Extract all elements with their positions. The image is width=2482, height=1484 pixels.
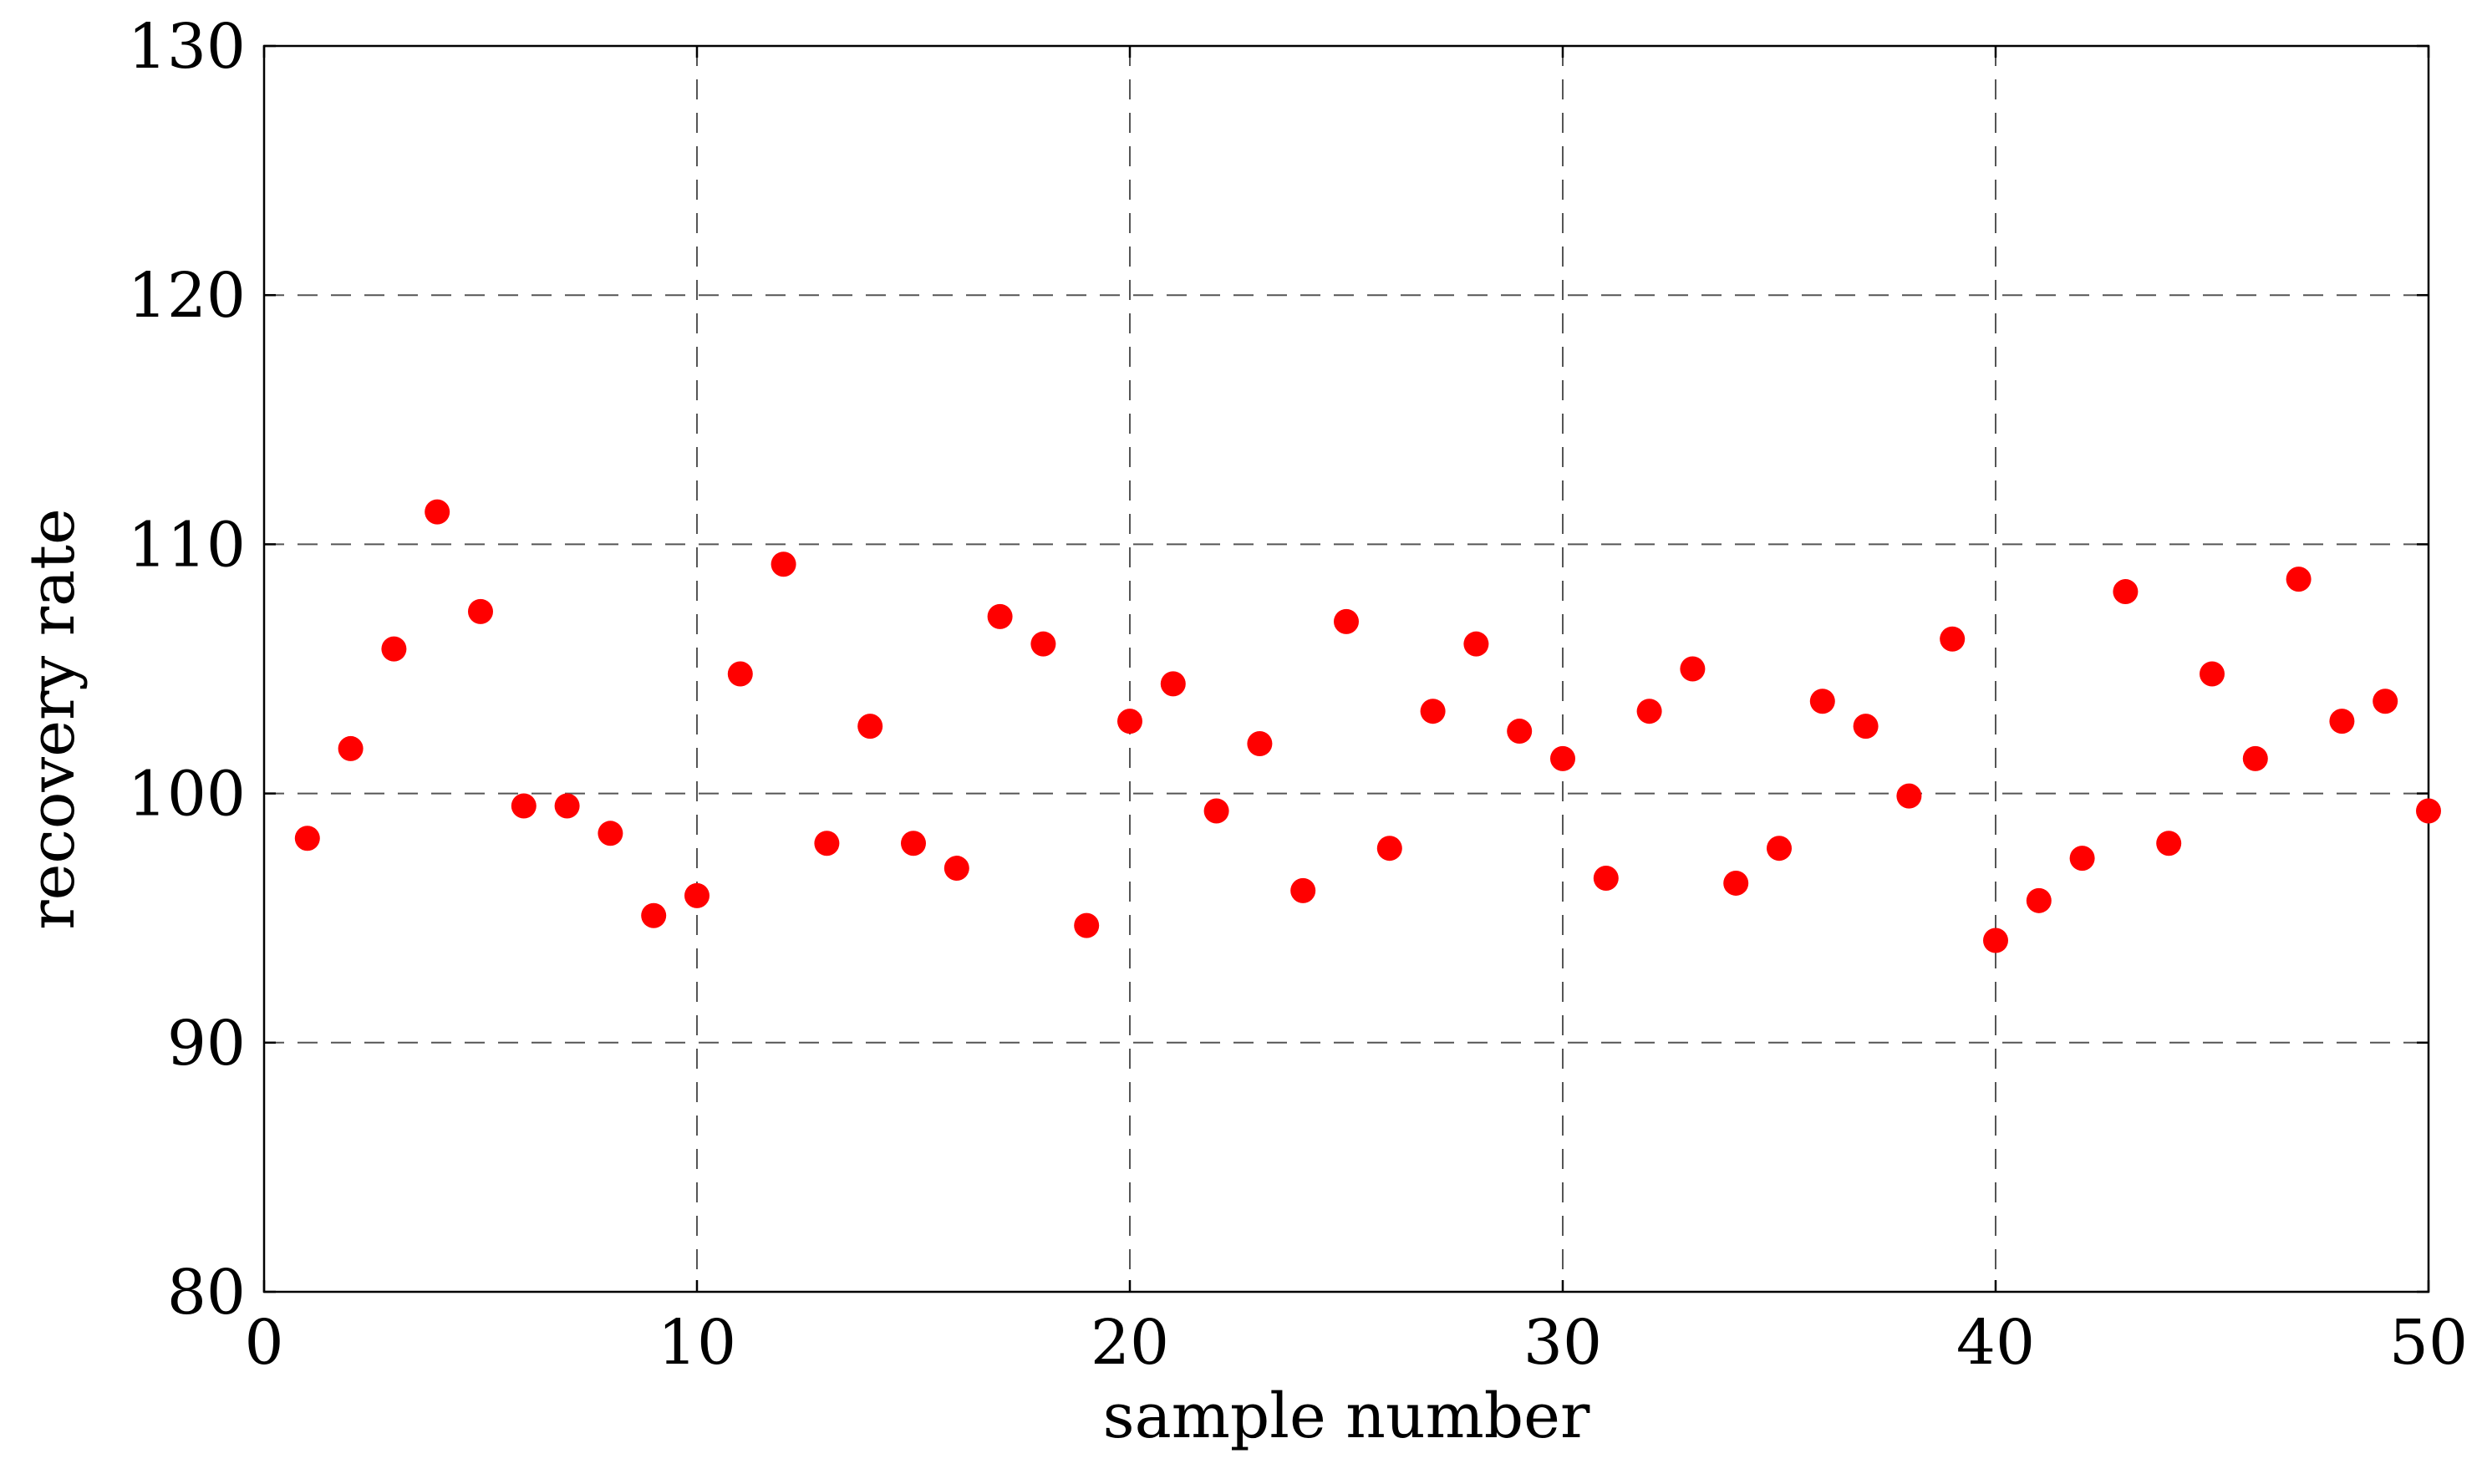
x-axis-label: sample number [1103, 1380, 1590, 1452]
data-point [1680, 656, 1706, 682]
data-point [1334, 608, 1359, 634]
data-point [641, 902, 667, 928]
x-tick-label: 10 [658, 1307, 736, 1379]
data-point [2113, 579, 2139, 605]
data-point [1636, 699, 1662, 724]
data-point [1767, 836, 1792, 861]
data-point [1203, 798, 1229, 824]
data-point [1593, 865, 1619, 891]
y-axis-label: recovery rate [17, 508, 89, 930]
data-point [1420, 699, 1446, 724]
data-point [2373, 689, 2398, 714]
x-tick-label: 40 [1956, 1307, 2035, 1379]
data-point [901, 831, 926, 856]
data-point [468, 598, 493, 624]
data-point [814, 831, 840, 856]
data-point [338, 735, 364, 761]
data-point [857, 714, 883, 739]
data-point [1896, 783, 1922, 809]
data-point [381, 636, 407, 662]
y-tick-label: 120 [128, 260, 246, 332]
data-point [1030, 631, 1056, 657]
y-tick-label: 100 [128, 759, 246, 831]
data-point [1376, 836, 1402, 861]
data-point [2286, 567, 2312, 592]
plot-frame [262, 44, 2430, 1293]
data-point [554, 793, 580, 819]
data-point [1074, 912, 1100, 938]
data-point [1117, 709, 1142, 734]
data-point [2026, 887, 2052, 913]
x-tick-label: 50 [2389, 1307, 2468, 1379]
data-point [771, 551, 796, 577]
data-point [294, 826, 320, 851]
data-point [2416, 798, 2441, 824]
data-point [1463, 631, 1489, 657]
data-point [2069, 846, 2095, 872]
grid-lines [264, 46, 2429, 1292]
data-point [1160, 671, 1186, 697]
data-point [2242, 745, 2268, 771]
axis-ticks: 0 10 20 30 40 50 80 90 100 110 120 130 [128, 11, 2468, 1379]
data-point [727, 661, 753, 687]
y-tick-label: 130 [128, 11, 246, 83]
data-point [943, 856, 969, 882]
data-point [684, 882, 710, 908]
data-point [987, 603, 1013, 629]
data-point [2329, 709, 2355, 734]
data-point [1983, 928, 2008, 953]
data-point [1723, 870, 1749, 896]
x-tick-label: 20 [1091, 1307, 1169, 1379]
data-point [1853, 714, 1879, 739]
y-tick-label: 110 [128, 509, 246, 581]
data-point [511, 793, 537, 819]
data-point [1507, 719, 1533, 745]
data-point [2200, 661, 2225, 687]
data-point [1247, 730, 1273, 756]
data-point [1290, 877, 1316, 903]
data-point [425, 499, 450, 525]
x-tick-label: 0 [244, 1307, 283, 1379]
data-point [598, 821, 623, 846]
y-tick-label: 80 [167, 1257, 246, 1329]
x-tick-label: 30 [1523, 1307, 1602, 1379]
data-point [1809, 689, 1835, 714]
data-point [1550, 745, 1575, 771]
y-tick-label: 90 [167, 1008, 246, 1080]
data-point [1940, 626, 1966, 652]
data-point [2156, 831, 2182, 856]
data-points [294, 499, 2441, 953]
